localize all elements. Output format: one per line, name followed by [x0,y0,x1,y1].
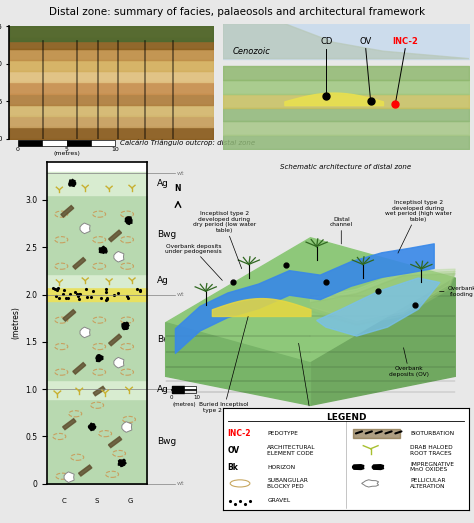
Text: Distal
channel: Distal channel [330,217,353,244]
Polygon shape [80,223,90,234]
Text: Bk: Bk [228,462,238,472]
Text: Distal zone: summary of facies, palaeosols and architectural framework: Distal zone: summary of facies, palaeoso… [49,7,425,17]
Text: Inceptisol type 2
developed during
wet period (high water
table): Inceptisol type 2 developed during wet p… [385,200,452,253]
Text: PELLICULAR
ALTERATION: PELLICULAR ALTERATION [410,478,446,489]
Text: OV: OV [360,37,372,46]
Text: (metres): (metres) [173,402,196,407]
Text: Bwg: Bwg [157,231,176,240]
Text: LEGEND: LEGEND [326,413,366,422]
Text: Interspersed distal
channel fill (CD): Interspersed distal channel fill (CD) [283,343,338,420]
Polygon shape [69,179,76,186]
Text: Overbank
flooding: Overbank flooding [439,286,474,297]
Text: Ag: Ag [157,276,169,285]
Text: IMPREGNATIVE
MnO OXIDES: IMPREGNATIVE MnO OXIDES [410,462,454,472]
Text: 10: 10 [193,395,200,400]
Text: Ag: Ag [157,385,169,394]
Polygon shape [166,323,310,405]
Polygon shape [310,278,455,405]
Polygon shape [79,465,92,476]
Text: 0: 0 [16,147,19,152]
Text: Bwg: Bwg [157,335,176,345]
Polygon shape [310,269,455,321]
Polygon shape [89,423,96,430]
Y-axis label: (metres): (metres) [11,306,20,339]
Text: wt: wt [177,292,184,297]
Polygon shape [96,355,103,361]
Text: (metres): (metres) [53,151,80,156]
Text: wt: wt [177,386,184,392]
Polygon shape [373,465,383,470]
Polygon shape [114,252,124,262]
Text: C: C [62,498,67,504]
Text: INC-2: INC-2 [228,429,251,438]
Text: Buried Inceptisol
type 2 (INC-2): Buried Inceptisol type 2 (INC-2) [200,316,249,413]
Text: Calcário Triângulo outcrop: distal zone: Calcário Triângulo outcrop: distal zone [119,140,255,146]
Polygon shape [93,386,105,396]
Text: Overbank deposits
under pedogenesis: Overbank deposits under pedogenesis [165,244,222,280]
Text: 5: 5 [64,147,68,152]
Text: Cenozoic: Cenozoic [233,47,271,55]
Polygon shape [64,472,74,482]
Polygon shape [310,271,455,323]
Text: Bwg: Bwg [157,437,176,446]
Text: SUBANGULAR
BLOCKY PED: SUBANGULAR BLOCKY PED [267,478,308,489]
Polygon shape [118,459,126,467]
Text: S: S [95,498,100,504]
Text: 0: 0 [170,395,173,400]
Polygon shape [122,322,129,329]
Text: N: N [175,184,181,193]
Polygon shape [125,217,132,224]
Text: PEDOTYPE: PEDOTYPE [267,431,298,436]
Polygon shape [353,465,364,470]
Text: DRAB HALOED
ROOT TRACES: DRAB HALOED ROOT TRACES [410,446,453,456]
Polygon shape [223,24,469,59]
Polygon shape [109,437,122,448]
Text: Schematic architecture of distal zone: Schematic architecture of distal zone [281,164,411,170]
Text: CD: CD [320,37,332,46]
Polygon shape [310,274,455,325]
Polygon shape [80,327,90,338]
Text: Inceptisol type 2
developed during
dry period (low water
table): Inceptisol type 2 developed during dry p… [192,211,256,269]
Text: wt: wt [177,481,184,486]
Text: BIOTURBATION: BIOTURBATION [410,431,454,436]
Polygon shape [109,230,121,242]
Text: wt: wt [177,171,184,176]
Text: 10: 10 [111,147,119,152]
Polygon shape [61,206,74,217]
Polygon shape [362,480,379,487]
Polygon shape [166,238,455,363]
Polygon shape [109,334,121,346]
Text: OV: OV [228,446,240,456]
Polygon shape [100,246,107,253]
Polygon shape [63,419,76,430]
Polygon shape [317,278,440,336]
Text: INC-2: INC-2 [392,37,418,46]
Text: ARCHITECTURAL
ELEMENT CODE: ARCHITECTURAL ELEMENT CODE [267,446,316,456]
Text: Overbank
deposits (OV): Overbank deposits (OV) [389,348,429,377]
Polygon shape [114,357,124,368]
Text: HORIZON: HORIZON [267,464,295,470]
Text: G: G [128,498,133,504]
Polygon shape [73,258,86,269]
Polygon shape [63,310,76,321]
Polygon shape [122,422,132,433]
Text: Ag: Ag [157,179,169,188]
Text: GRAVEL: GRAVEL [267,498,290,503]
Polygon shape [73,362,86,374]
